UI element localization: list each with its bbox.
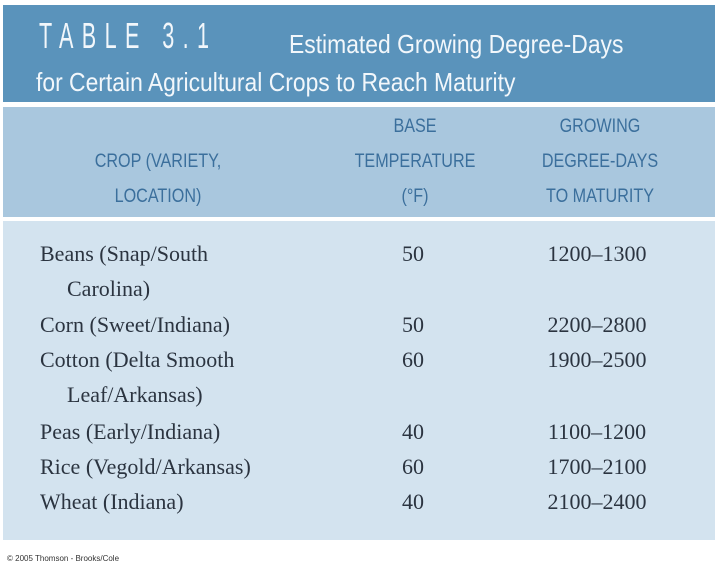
cell-base-temperature: 50 [402,312,424,337]
cell-crop: Cotton (Delta Smooth Leaf/Arkansas) [40,342,234,412]
header-crop: CROP (VARIETY, LOCATION) [77,144,239,214]
cell-base-temperature: 60 [402,454,424,479]
header-text: (°F) [401,186,429,207]
table-title-band: TABLE 3.1 Estimated Growing Degree-Days … [3,5,715,102]
crop-text: Cotton (Delta Smooth [40,347,235,372]
cell-growing-degree-days: 1200–1300 [547,241,647,266]
cell-base-temperature: 50 [402,241,424,266]
cell-growing-degree-days: 2200–2800 [547,312,647,337]
cell-crop: Peas (Early/Indiana) [40,414,220,449]
cell-crop: Corn (Sweet/Indiana) [40,307,230,342]
header-text: TO MATURITY [546,186,654,207]
header-text: GROWING [559,116,641,137]
header-text: TEMPERATURE [354,151,476,172]
header-text: DEGREE-DAYS [541,151,659,172]
crop-text: Leaf/Arkansas) [67,382,203,407]
cell-growing-degree-days: 2100–2400 [547,489,647,514]
cell-crop: Rice (Vegold/Arkansas) [40,449,251,484]
header-base-temperature: BASE TEMPERATURE (°F) [330,109,500,214]
cell-base-temperature: 60 [402,347,424,372]
crop-text: Rice (Vegold/Arkansas) [40,454,251,479]
table-header: CROP (VARIETY, LOCATION) BASE TEMPERATUR… [3,107,715,217]
cell-growing-degree-days: 1700–2100 [547,454,647,479]
header-text: LOCATION) [114,186,202,207]
cell-base-temperature: 40 [402,489,424,514]
table-title-line1: Estimated Growing Degree-Days [289,29,624,59]
cell-growing-degree-days: 1900–2500 [547,347,647,372]
crop-text: Peas (Early/Indiana) [40,419,221,444]
cell-crop: Beans (Snap/South Carolina) [40,236,208,306]
crop-text: Corn (Sweet/Indiana) [40,312,230,337]
copyright: © 2005 Thomson - Brooks/Cole [7,554,120,563]
table-number: TABLE 3.1 [39,15,218,56]
crop-text: Wheat (Indiana) [40,489,184,514]
cell-growing-degree-days: 1100–1200 [547,419,647,444]
table-body: Beans (Snap/South Carolina) 50 1200–1300 Cor… [3,221,715,540]
header-text: BASE [393,116,437,137]
cell-crop: Wheat (Indiana) [40,484,184,519]
table-title-line2: for Certain Agricultural Crops to Reach … [36,67,516,97]
crop-text: Carolina) [67,276,151,301]
header-growing-degree-days: GROWING DEGREE-DAYS TO MATURITY [515,109,685,214]
header-text: CROP (VARIETY, [94,151,222,172]
cell-base-temperature: 40 [402,419,424,444]
crop-text: Beans (Snap/South [40,241,209,266]
